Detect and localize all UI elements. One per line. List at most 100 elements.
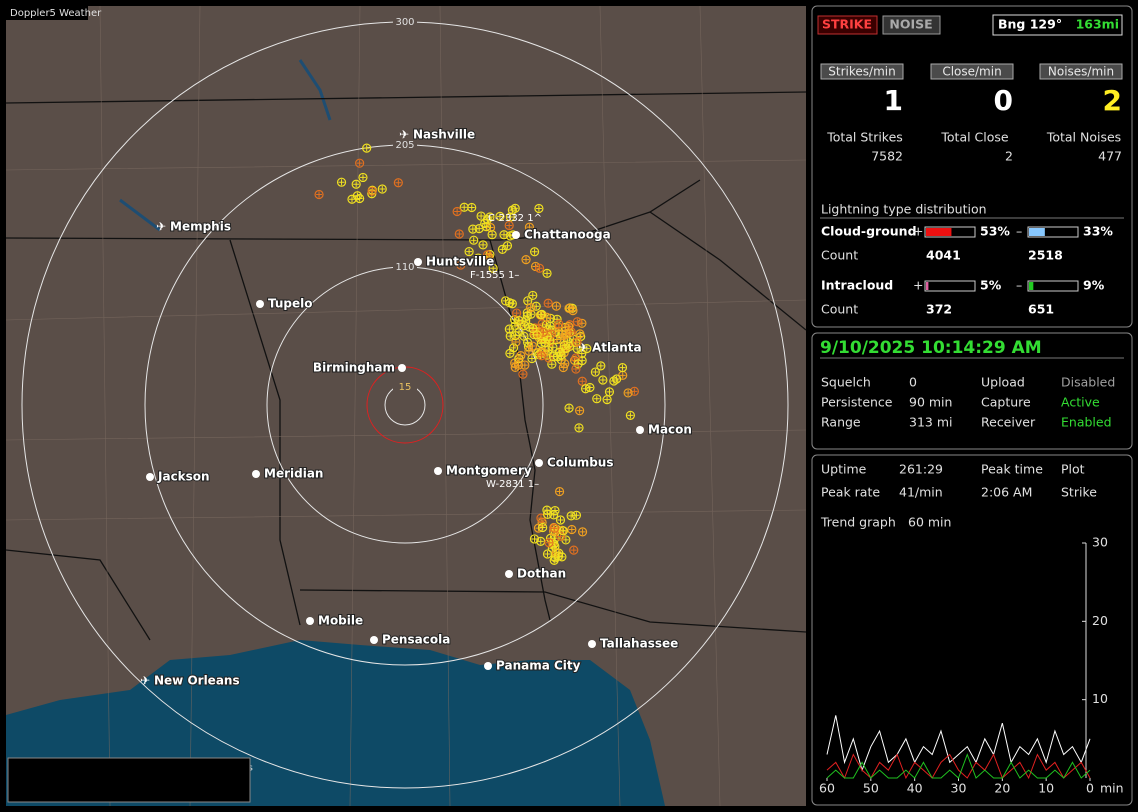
strike-symbol (454, 208, 461, 215)
strike-symbol (604, 396, 611, 403)
strike-symbol (517, 352, 524, 359)
strike-symbol (566, 343, 573, 350)
strike-symbol (468, 204, 475, 211)
river (119, 59, 332, 232)
pct-bar (926, 228, 952, 236)
strike-symbol (572, 317, 582, 327)
city-label: Panama City (496, 659, 581, 673)
strike-symbol (554, 353, 561, 360)
strike-symbol (544, 511, 551, 518)
strike-symbol (623, 388, 633, 398)
strike-symbol (456, 260, 466, 270)
stat: Uptime (821, 462, 867, 477)
city-dot (252, 470, 260, 478)
strike-symbol (582, 344, 592, 354)
strike-symbol (367, 186, 377, 196)
strike-symbol (576, 407, 583, 414)
strike-symbol (487, 230, 497, 240)
strike-symbol (519, 321, 530, 331)
strike-symbol (529, 534, 540, 544)
strike-symbol (481, 221, 491, 232)
stat: 2:06 AM (981, 485, 1032, 500)
strike-symbol (516, 317, 523, 324)
strike-symbol (542, 509, 553, 519)
strike-symbol (557, 552, 567, 562)
strike-symbol (562, 536, 569, 543)
city-dot (535, 459, 543, 467)
strike-symbol (393, 178, 403, 188)
strike-symbol (571, 353, 581, 363)
pct-label: 9% (1083, 278, 1105, 293)
strike-symbol (457, 262, 464, 269)
strike-symbol (538, 522, 548, 533)
strike-symbol (542, 312, 552, 322)
strike-symbol (560, 527, 567, 534)
strike-symbol (542, 268, 552, 278)
strike-symbol (551, 557, 558, 564)
strike-symbol (529, 343, 536, 350)
strike-symbol (512, 205, 519, 212)
strikes (314, 143, 639, 566)
strike-symbol (529, 247, 540, 257)
strike-symbol (543, 298, 553, 308)
strike-symbol (568, 512, 575, 519)
strike-symbol (466, 248, 473, 255)
strike-symbol (513, 310, 520, 317)
setting: Squelch (821, 375, 871, 390)
noise-button-label[interactable]: NOISE (889, 17, 932, 32)
strike-symbol (534, 263, 545, 273)
strike-symbol (521, 322, 528, 329)
total-label: Total Close (940, 130, 1009, 145)
city-label: Tupelo (268, 297, 313, 311)
strike-symbol (499, 230, 509, 240)
strike-symbol (555, 515, 566, 525)
city-dot (306, 617, 314, 625)
stat: Peak time (981, 462, 1043, 477)
range-label-box (393, 16, 417, 28)
strike-symbol (314, 189, 324, 200)
strike-symbol (504, 324, 514, 334)
city-label: New Orleans (154, 674, 240, 688)
strike-symbol (575, 406, 585, 416)
strike-symbol (550, 505, 560, 516)
strike-symbol (537, 515, 544, 522)
strike-symbol (578, 350, 585, 357)
rate-label: Noises/min (1048, 65, 1114, 79)
city-label: Jackson (157, 470, 210, 484)
x-tick-label: 20 (994, 781, 1010, 796)
strike-symbol (476, 211, 486, 221)
strike-symbol (506, 350, 513, 357)
range-label: 205 (395, 140, 414, 151)
x-tick-label: 50 (863, 781, 879, 796)
strike-symbol (582, 385, 589, 392)
city-dot (505, 570, 513, 578)
strike-symbol (529, 292, 536, 299)
strike-symbol (597, 362, 604, 369)
setting: Upload (981, 375, 1025, 390)
strike-button-label[interactable]: STRIKE (822, 17, 872, 32)
sign: – (1016, 278, 1022, 293)
trend-window: 60 min (908, 515, 951, 530)
strike-symbol (543, 321, 550, 328)
city-dot (512, 231, 520, 239)
settings-panel (811, 332, 1133, 450)
pct-track (1027, 280, 1079, 292)
strike-symbol (369, 188, 376, 195)
stat: 261:29 (899, 462, 943, 477)
distribution-title: Lightning type distribution (821, 202, 987, 217)
strike-symbol (574, 318, 581, 325)
x-unit: min (1100, 781, 1124, 796)
strike-symbol (505, 331, 515, 341)
strike-symbol (557, 516, 564, 523)
count-value: 2518 (1028, 248, 1063, 263)
setting: Persistence (821, 395, 893, 410)
noise-button[interactable] (882, 15, 941, 35)
strike-symbol (502, 297, 509, 304)
strike-symbol (516, 351, 526, 361)
strike-symbol (549, 344, 556, 351)
strike-symbol (554, 486, 565, 497)
strike-symbol (573, 359, 583, 369)
clock: 9/10/2025 10:14:29 AM (820, 338, 1042, 358)
strike-button[interactable] (817, 15, 878, 35)
strike-symbol (456, 231, 463, 238)
